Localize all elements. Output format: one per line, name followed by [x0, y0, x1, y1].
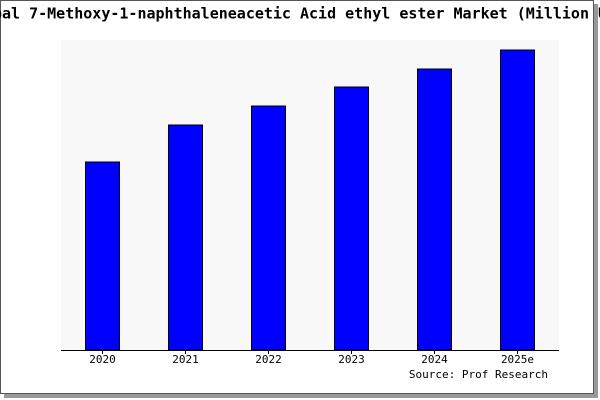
bar [85, 161, 120, 351]
bar [334, 86, 369, 351]
source-note: Source: Prof Research [409, 368, 548, 381]
plot-area [61, 40, 559, 350]
x-tick-label: 2021 [172, 353, 199, 366]
bar [500, 49, 535, 351]
bar [168, 124, 203, 351]
x-tick-label: 2022 [255, 353, 282, 366]
bar [251, 105, 286, 351]
bar [417, 68, 452, 351]
x-tick-label: 2023 [338, 353, 365, 366]
chart-title: Global 7-Methoxy-1-naphthaleneacetic Aci… [0, 5, 600, 23]
x-tick-label: 2025e [501, 353, 534, 366]
x-tick-label: 2020 [89, 353, 116, 366]
x-tick-label: 2024 [421, 353, 448, 366]
